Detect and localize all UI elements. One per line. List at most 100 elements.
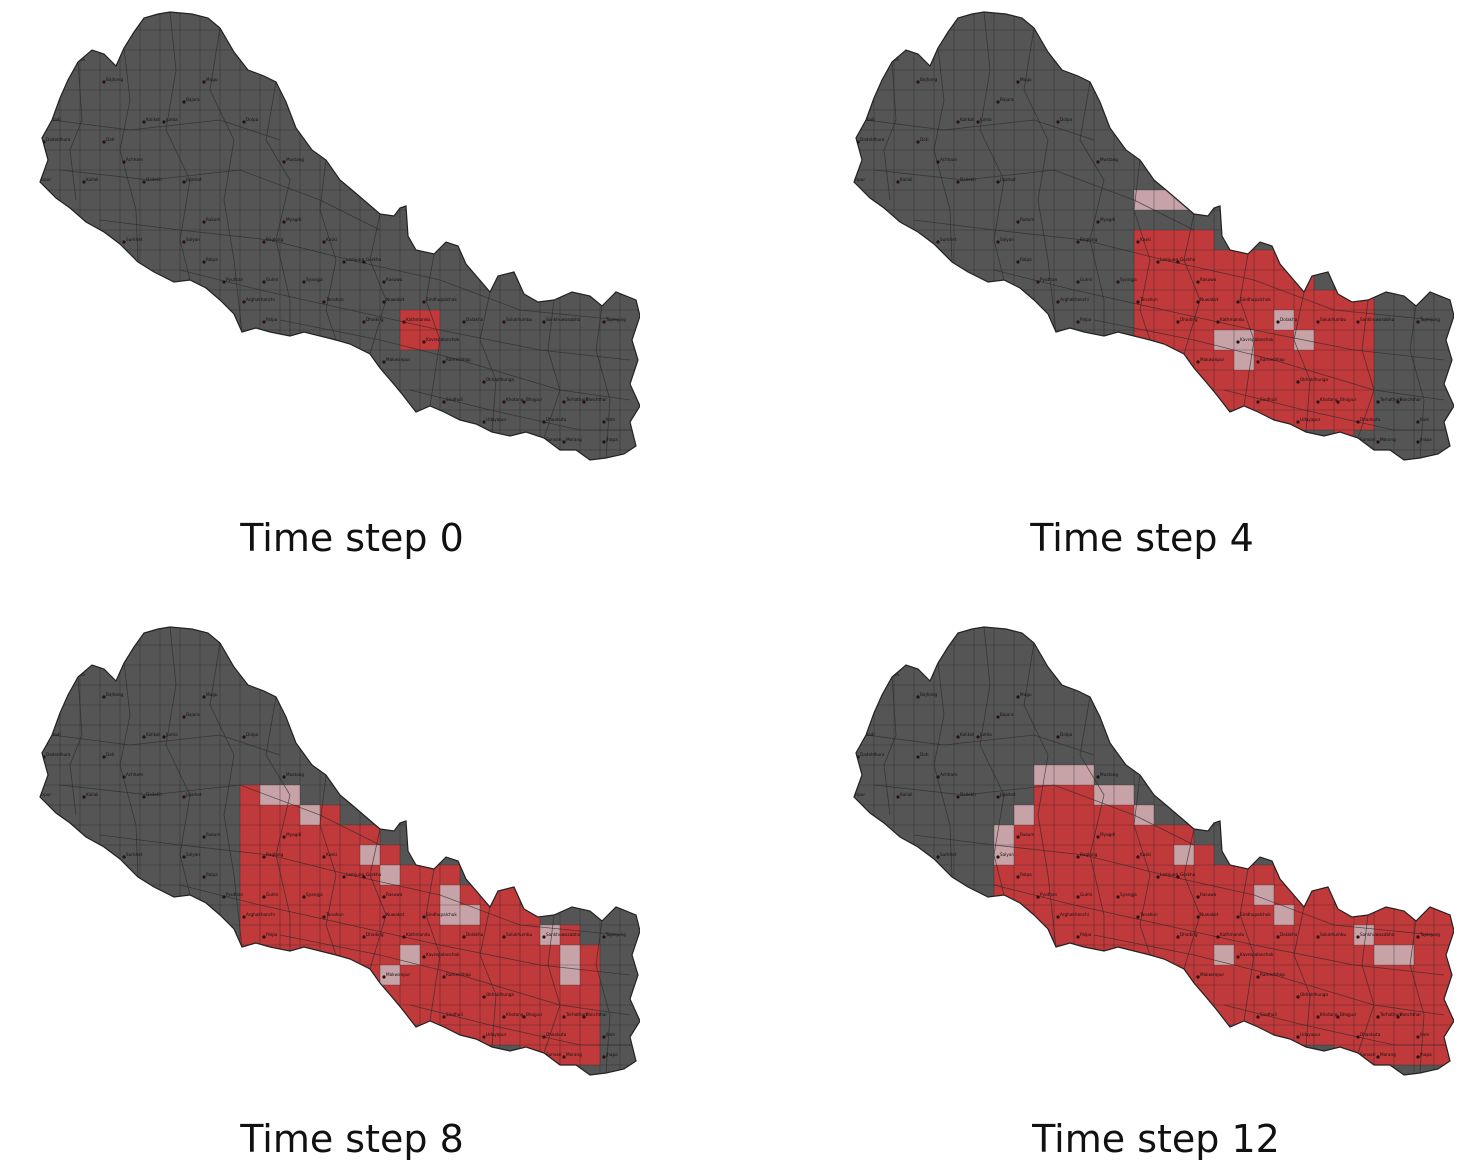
district-label: Tanahun [325, 297, 344, 302]
district-point [382, 300, 386, 304]
district-point [382, 1035, 386, 1039]
infected-cell [1234, 945, 1254, 965]
infected-cell [280, 865, 300, 885]
district-label: Rupandehi [266, 337, 288, 342]
infected-cell [440, 865, 460, 885]
district-label: Bara [386, 1032, 396, 1037]
infected-cell [1114, 885, 1134, 905]
partial-cell [1274, 310, 1294, 330]
infected-cell [1254, 410, 1274, 430]
district-point [936, 280, 940, 284]
district-point [1256, 1015, 1260, 1019]
district-point [482, 440, 486, 444]
partial-cell [460, 905, 480, 925]
infected-cell [420, 885, 440, 905]
district-label: Palpa [266, 317, 278, 322]
infected-cell [1314, 905, 1334, 925]
district-border [1133, 159, 1151, 341]
infected-cell [580, 985, 600, 1005]
district-point [1276, 440, 1280, 444]
district-point [1116, 895, 1120, 899]
district-label: Chitawan [326, 972, 346, 977]
district-label: Bara [1200, 417, 1210, 422]
district-point [1096, 835, 1100, 839]
district-label: Nuwakot [1200, 912, 1219, 917]
infected-cell [1234, 1025, 1254, 1045]
infected-cell [1434, 1025, 1454, 1045]
infected-cell [360, 885, 380, 905]
district-point [382, 915, 386, 919]
partial-cell [1054, 765, 1074, 785]
district-border [1409, 920, 1425, 1074]
district-point [1136, 975, 1140, 979]
district-label: Terhathum [1379, 397, 1402, 402]
partial-cell [1014, 805, 1034, 825]
district-border [595, 305, 611, 459]
district-point [1196, 300, 1200, 304]
district-point [1316, 320, 1320, 324]
infected-cell [280, 845, 300, 865]
infected-cell [994, 925, 1014, 945]
infected-cell [1414, 925, 1434, 945]
infected-cell [560, 1005, 580, 1025]
infected-cell [1214, 965, 1234, 985]
district-point [1316, 935, 1320, 939]
district-border [979, 627, 1005, 896]
infected-cell [420, 985, 440, 1005]
district-label: Bardiya [106, 257, 122, 262]
district-point [1376, 1015, 1380, 1019]
district-label: Tanahun [1139, 297, 1158, 302]
district-point [362, 935, 366, 939]
district-point [182, 855, 186, 859]
infected-cell [420, 330, 440, 350]
infected-cell [1254, 370, 1274, 390]
infected-cell [1114, 965, 1134, 985]
district-label: Udayapur [1300, 1032, 1321, 1037]
infected-cell [320, 885, 340, 905]
infected-cell [400, 885, 420, 905]
infected-cell [500, 905, 520, 925]
district-point [936, 855, 940, 859]
district-point [542, 935, 546, 939]
nepal-map: HumlaDarchulaBajhangBajuraMuguBaitadiDot… [39, 626, 640, 1076]
infected-cell [460, 925, 480, 945]
infected-cell [1334, 370, 1354, 390]
district-label: Achham [940, 772, 957, 777]
district-label: Kapilbastu [1040, 952, 1062, 957]
infected-cell [1134, 310, 1154, 330]
district-point [1276, 320, 1280, 324]
district-point [322, 300, 326, 304]
infected-cell [1294, 965, 1314, 985]
infected-cell [1014, 885, 1034, 905]
district-border [883, 61, 897, 201]
infected-cell [1234, 270, 1254, 290]
district-label: Gulmi [1080, 277, 1092, 282]
district-label: Rautahat [1220, 417, 1239, 422]
district-point [936, 240, 940, 244]
district-label: Morang [566, 437, 582, 442]
district-label: Kanchanpur [840, 792, 865, 797]
district-label: Baitadi [46, 117, 61, 122]
district-label: Syangja [306, 892, 323, 897]
district-label: Sindhupalchok [1240, 297, 1271, 302]
district-label: Lamjung [1160, 872, 1178, 877]
district-label: Sunsari [546, 1052, 562, 1057]
district-label: Gulmi [266, 277, 278, 282]
infected-cell [1154, 290, 1174, 310]
infected-cell [1434, 905, 1454, 925]
district-label: Kathmandu [406, 317, 430, 322]
district-border [595, 920, 611, 1074]
infected-cell [1154, 270, 1174, 290]
district-point [422, 955, 426, 959]
district-point [262, 655, 266, 659]
district-border [1239, 868, 1255, 1022]
district-point [996, 795, 1000, 799]
district-label: Rautahat [406, 1032, 425, 1037]
district-label: Achham [126, 772, 143, 777]
infected-cell [360, 945, 380, 965]
district-label: Bhojpur [526, 397, 543, 402]
district-point [262, 935, 266, 939]
district-point [142, 735, 146, 739]
district-label: Dailekh [146, 792, 162, 797]
district-point [482, 995, 486, 999]
